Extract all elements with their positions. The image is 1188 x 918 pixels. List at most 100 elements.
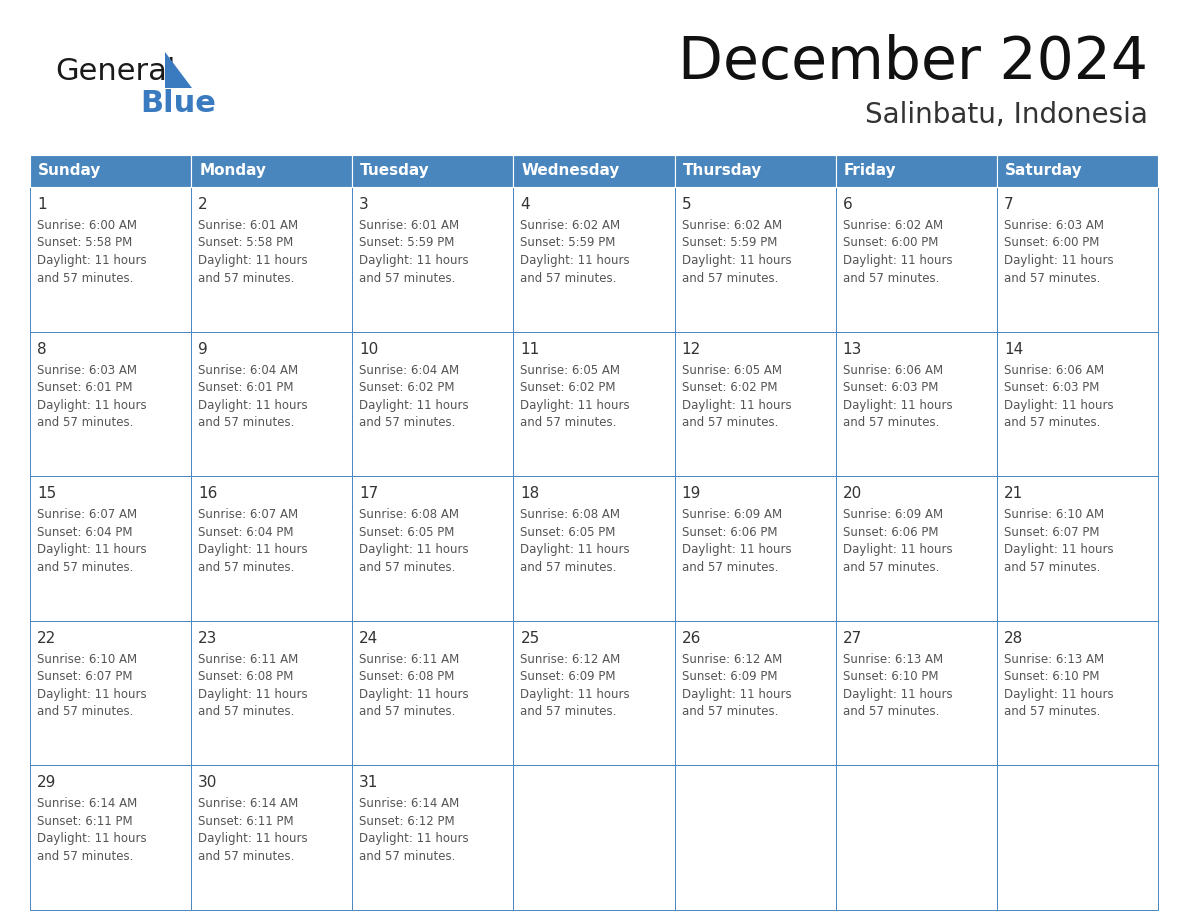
- Text: Daylight: 11 hours: Daylight: 11 hours: [359, 398, 469, 411]
- Bar: [30, 766, 191, 910]
- Text: Sunrise: 6:12 AM: Sunrise: 6:12 AM: [682, 653, 782, 666]
- Text: 20: 20: [842, 487, 862, 501]
- Text: 25: 25: [520, 631, 539, 645]
- Text: and 57 minutes.: and 57 minutes.: [842, 272, 939, 285]
- Text: Sunrise: 6:00 AM: Sunrise: 6:00 AM: [37, 219, 137, 232]
- Text: 24: 24: [359, 631, 379, 645]
- Text: and 57 minutes.: and 57 minutes.: [37, 561, 133, 574]
- Text: Sunrise: 6:11 AM: Sunrise: 6:11 AM: [359, 653, 460, 666]
- Text: Wednesday: Wednesday: [522, 163, 620, 178]
- Text: 23: 23: [198, 631, 217, 645]
- Text: Sunset: 6:10 PM: Sunset: 6:10 PM: [842, 670, 939, 683]
- Text: Daylight: 11 hours: Daylight: 11 hours: [198, 254, 308, 267]
- Text: Daylight: 11 hours: Daylight: 11 hours: [359, 543, 469, 556]
- Bar: [353, 187, 513, 331]
- Bar: [191, 476, 353, 621]
- Text: Sunset: 6:04 PM: Sunset: 6:04 PM: [37, 526, 133, 539]
- Bar: [835, 331, 997, 476]
- Text: and 57 minutes.: and 57 minutes.: [198, 272, 295, 285]
- Text: and 57 minutes.: and 57 minutes.: [842, 705, 939, 718]
- Text: and 57 minutes.: and 57 minutes.: [682, 416, 778, 429]
- Text: and 57 minutes.: and 57 minutes.: [359, 561, 456, 574]
- Text: Daylight: 11 hours: Daylight: 11 hours: [682, 543, 791, 556]
- Text: Daylight: 11 hours: Daylight: 11 hours: [842, 254, 953, 267]
- Text: 4: 4: [520, 197, 530, 212]
- Text: Daylight: 11 hours: Daylight: 11 hours: [682, 254, 791, 267]
- Text: Sunrise: 6:08 AM: Sunrise: 6:08 AM: [359, 509, 460, 521]
- Text: Sunset: 6:02 PM: Sunset: 6:02 PM: [682, 381, 777, 394]
- Text: Sunrise: 6:13 AM: Sunrise: 6:13 AM: [1004, 653, 1104, 666]
- Text: Sunrise: 6:05 AM: Sunrise: 6:05 AM: [520, 364, 620, 376]
- Text: and 57 minutes.: and 57 minutes.: [682, 705, 778, 718]
- Text: and 57 minutes.: and 57 minutes.: [520, 705, 617, 718]
- Text: and 57 minutes.: and 57 minutes.: [37, 850, 133, 863]
- Text: and 57 minutes.: and 57 minutes.: [37, 416, 133, 429]
- Bar: [835, 766, 997, 910]
- Text: Daylight: 11 hours: Daylight: 11 hours: [198, 833, 308, 845]
- Text: Sunrise: 6:10 AM: Sunrise: 6:10 AM: [1004, 509, 1104, 521]
- Text: 1: 1: [37, 197, 46, 212]
- Text: 31: 31: [359, 776, 379, 790]
- Text: 3: 3: [359, 197, 369, 212]
- Text: Sunset: 6:01 PM: Sunset: 6:01 PM: [198, 381, 293, 394]
- Text: and 57 minutes.: and 57 minutes.: [359, 705, 456, 718]
- Bar: [353, 155, 513, 187]
- Text: Daylight: 11 hours: Daylight: 11 hours: [198, 688, 308, 700]
- Text: Sunset: 6:06 PM: Sunset: 6:06 PM: [682, 526, 777, 539]
- Bar: [30, 187, 191, 331]
- Text: Sunset: 6:11 PM: Sunset: 6:11 PM: [198, 815, 293, 828]
- Text: Daylight: 11 hours: Daylight: 11 hours: [1004, 543, 1113, 556]
- Text: General: General: [55, 58, 176, 86]
- Text: 18: 18: [520, 487, 539, 501]
- Text: Sunset: 6:04 PM: Sunset: 6:04 PM: [198, 526, 293, 539]
- Bar: [191, 766, 353, 910]
- Text: 8: 8: [37, 341, 46, 356]
- Text: and 57 minutes.: and 57 minutes.: [198, 416, 295, 429]
- Text: Daylight: 11 hours: Daylight: 11 hours: [37, 254, 146, 267]
- Bar: [997, 766, 1158, 910]
- Text: and 57 minutes.: and 57 minutes.: [1004, 272, 1100, 285]
- Text: Daylight: 11 hours: Daylight: 11 hours: [1004, 254, 1113, 267]
- Text: and 57 minutes.: and 57 minutes.: [682, 272, 778, 285]
- Text: Sunrise: 6:06 AM: Sunrise: 6:06 AM: [842, 364, 943, 376]
- Text: Sunset: 6:09 PM: Sunset: 6:09 PM: [520, 670, 615, 683]
- Text: Sunrise: 6:14 AM: Sunrise: 6:14 AM: [37, 798, 138, 811]
- Text: and 57 minutes.: and 57 minutes.: [1004, 705, 1100, 718]
- Text: Daylight: 11 hours: Daylight: 11 hours: [37, 398, 146, 411]
- Text: Sunrise: 6:09 AM: Sunrise: 6:09 AM: [842, 509, 943, 521]
- Text: Sunset: 6:02 PM: Sunset: 6:02 PM: [520, 381, 615, 394]
- Bar: [997, 187, 1158, 331]
- Text: Daylight: 11 hours: Daylight: 11 hours: [37, 688, 146, 700]
- Text: Sunrise: 6:10 AM: Sunrise: 6:10 AM: [37, 653, 137, 666]
- Text: Daylight: 11 hours: Daylight: 11 hours: [520, 254, 630, 267]
- Bar: [997, 155, 1158, 187]
- Text: Sunrise: 6:09 AM: Sunrise: 6:09 AM: [682, 509, 782, 521]
- Bar: [675, 621, 835, 766]
- Text: 16: 16: [198, 487, 217, 501]
- Text: Sunrise: 6:02 AM: Sunrise: 6:02 AM: [842, 219, 943, 232]
- Text: Sunset: 6:09 PM: Sunset: 6:09 PM: [682, 670, 777, 683]
- Bar: [353, 621, 513, 766]
- Text: Sunrise: 6:04 AM: Sunrise: 6:04 AM: [198, 364, 298, 376]
- Bar: [675, 155, 835, 187]
- Text: 22: 22: [37, 631, 56, 645]
- Text: 19: 19: [682, 487, 701, 501]
- Text: Sunrise: 6:01 AM: Sunrise: 6:01 AM: [198, 219, 298, 232]
- Bar: [675, 331, 835, 476]
- Text: and 57 minutes.: and 57 minutes.: [520, 561, 617, 574]
- Text: Sunset: 5:59 PM: Sunset: 5:59 PM: [520, 237, 615, 250]
- Text: Daylight: 11 hours: Daylight: 11 hours: [359, 833, 469, 845]
- Text: Sunrise: 6:11 AM: Sunrise: 6:11 AM: [198, 653, 298, 666]
- Text: Daylight: 11 hours: Daylight: 11 hours: [37, 833, 146, 845]
- Text: Daylight: 11 hours: Daylight: 11 hours: [842, 688, 953, 700]
- Text: Daylight: 11 hours: Daylight: 11 hours: [842, 543, 953, 556]
- Bar: [997, 476, 1158, 621]
- Text: Sunset: 6:00 PM: Sunset: 6:00 PM: [842, 237, 939, 250]
- Bar: [191, 621, 353, 766]
- Bar: [353, 476, 513, 621]
- Text: and 57 minutes.: and 57 minutes.: [682, 561, 778, 574]
- Text: Tuesday: Tuesday: [360, 163, 430, 178]
- Text: 27: 27: [842, 631, 862, 645]
- Text: Sunset: 6:11 PM: Sunset: 6:11 PM: [37, 815, 133, 828]
- Bar: [675, 766, 835, 910]
